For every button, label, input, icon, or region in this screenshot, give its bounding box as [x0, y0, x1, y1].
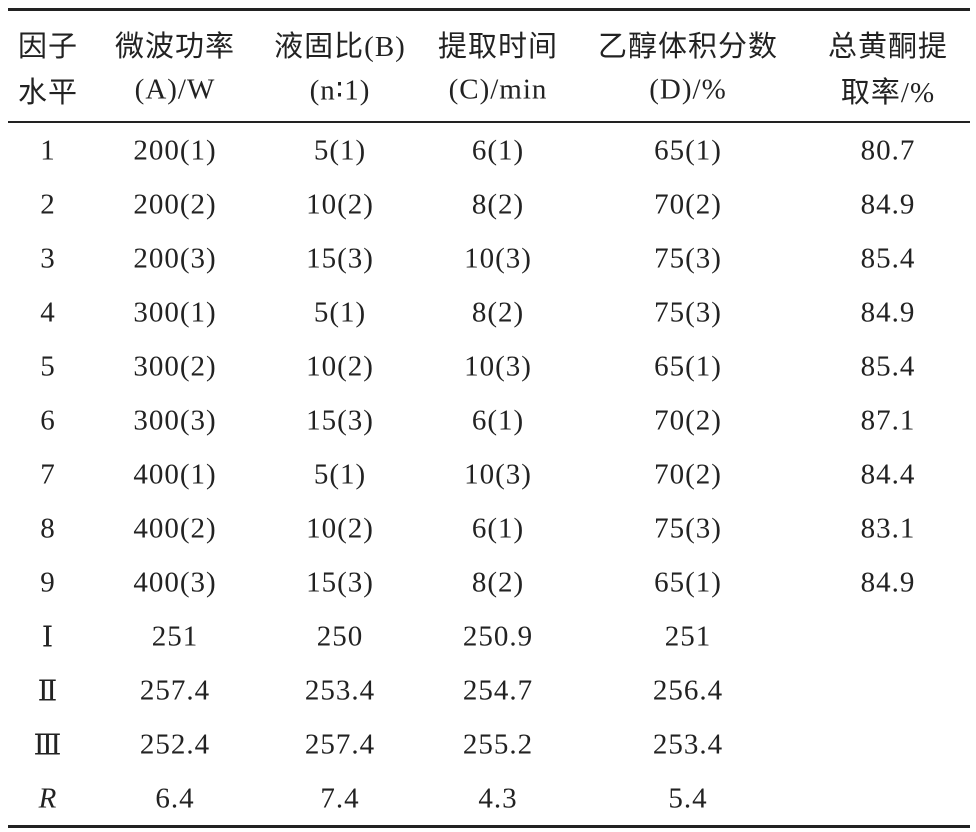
bottom-rule [8, 825, 970, 828]
table-cell: 300(1) [133, 296, 217, 329]
header-cell: 取率/% [840, 77, 936, 109]
table-cell: 200(3) [133, 242, 217, 275]
table-cell: 400(2) [133, 512, 217, 545]
table-cell: 85.4 [860, 242, 916, 275]
header-cell: 提取时间 [437, 31, 559, 63]
table-cell: 257.4 [304, 728, 376, 761]
table-cell: 5.4 [668, 782, 708, 815]
header-cell: (C)/min [448, 73, 548, 106]
header-rule [8, 121, 970, 123]
table-cell: 70(2) [654, 458, 722, 491]
table-cell: R [38, 782, 58, 815]
header-cell: 总黄酮提 [827, 31, 949, 63]
table-cell: 1 [40, 134, 56, 167]
header-cell: 微波功率 [114, 31, 236, 63]
table-cell: 15(3) [306, 566, 374, 599]
table-cell: 2 [40, 188, 56, 221]
table-cell: Ⅰ [41, 621, 55, 654]
header-cell: (A)/W [134, 73, 216, 106]
table-cell: 6(1) [471, 512, 525, 545]
table-cell: 84.9 [860, 188, 916, 221]
table-cell: 300(3) [133, 404, 217, 437]
table-cell: 3 [40, 242, 56, 275]
table-cell: 9 [40, 566, 56, 599]
table-cell: 10(2) [306, 512, 374, 545]
table-cell: 80.7 [860, 134, 916, 167]
table-cell: 6(1) [471, 404, 525, 437]
table-cell: 83.1 [860, 512, 916, 545]
table-cell: 8 [40, 512, 56, 545]
table-cell: 251 [664, 620, 712, 653]
table-cell: Ⅲ [33, 729, 63, 762]
table-cell: 70(2) [654, 404, 722, 437]
table-cell: 250 [316, 620, 364, 653]
top-rule [8, 8, 970, 11]
table-cell: 15(3) [306, 404, 374, 437]
table-cell: 6 [40, 404, 56, 437]
table-cell: 84.9 [860, 296, 916, 329]
table-cell: 253.4 [304, 674, 376, 707]
table-cell: 70(2) [654, 188, 722, 221]
table-cell: 400(1) [133, 458, 217, 491]
table-cell: 300(2) [133, 350, 217, 383]
header-cell: 因子 [17, 31, 79, 63]
table-cell: 10(3) [464, 350, 532, 383]
table-cell: 4 [40, 296, 56, 329]
table-cell: 6(1) [471, 134, 525, 167]
table-cell: 6.4 [155, 782, 195, 815]
table-cell: 252.4 [139, 728, 211, 761]
table-cell: 65(1) [654, 134, 722, 167]
table-cell: Ⅱ [37, 675, 59, 708]
table-cell: 75(3) [654, 512, 722, 545]
table-cell: 84.9 [860, 566, 916, 599]
table-cell: 254.7 [462, 674, 534, 707]
table-cell: 10(2) [306, 188, 374, 221]
table-cell: 400(3) [133, 566, 217, 599]
table-cell: 65(1) [654, 350, 722, 383]
table-cell: 85.4 [860, 350, 916, 383]
table-cell: 10(3) [464, 458, 532, 491]
table-cell: 250.9 [462, 620, 534, 653]
table-cell: 75(3) [654, 242, 722, 275]
table-cell: 7 [40, 458, 56, 491]
table-cell: 200(2) [133, 188, 217, 221]
header-cell: 水平 [17, 77, 79, 109]
header-cell: 乙醇体积分数 [597, 31, 779, 63]
table-cell: 253.4 [652, 728, 724, 761]
header-cell: (D)/% [649, 73, 727, 106]
header-cell: (n∶1) [309, 74, 371, 107]
table-cell: 251 [151, 620, 199, 653]
table-cell: 257.4 [139, 674, 211, 707]
table-cell: 5(1) [313, 296, 367, 329]
table-cell: 4.3 [478, 782, 518, 815]
table-cell: 7.4 [320, 782, 360, 815]
table-cell: 8(2) [471, 566, 525, 599]
table-cell: 15(3) [306, 242, 374, 275]
table-cell: 5(1) [313, 458, 367, 491]
table-cell: 200(1) [133, 134, 217, 167]
header-cell: 液固比(B) [274, 31, 406, 63]
table-cell: 8(2) [471, 296, 525, 329]
table-cell: 8(2) [471, 188, 525, 221]
table-cell: 5(1) [313, 134, 367, 167]
table-cell: 10(2) [306, 350, 374, 383]
table-cell: 84.4 [860, 458, 916, 491]
table-cell: 5 [40, 350, 56, 383]
table-cell: 10(3) [464, 242, 532, 275]
table-cell: 256.4 [652, 674, 724, 707]
table-cell: 75(3) [654, 296, 722, 329]
table-cell: 255.2 [462, 728, 534, 761]
table-cell: 65(1) [654, 566, 722, 599]
table-cell: 87.1 [860, 404, 916, 437]
